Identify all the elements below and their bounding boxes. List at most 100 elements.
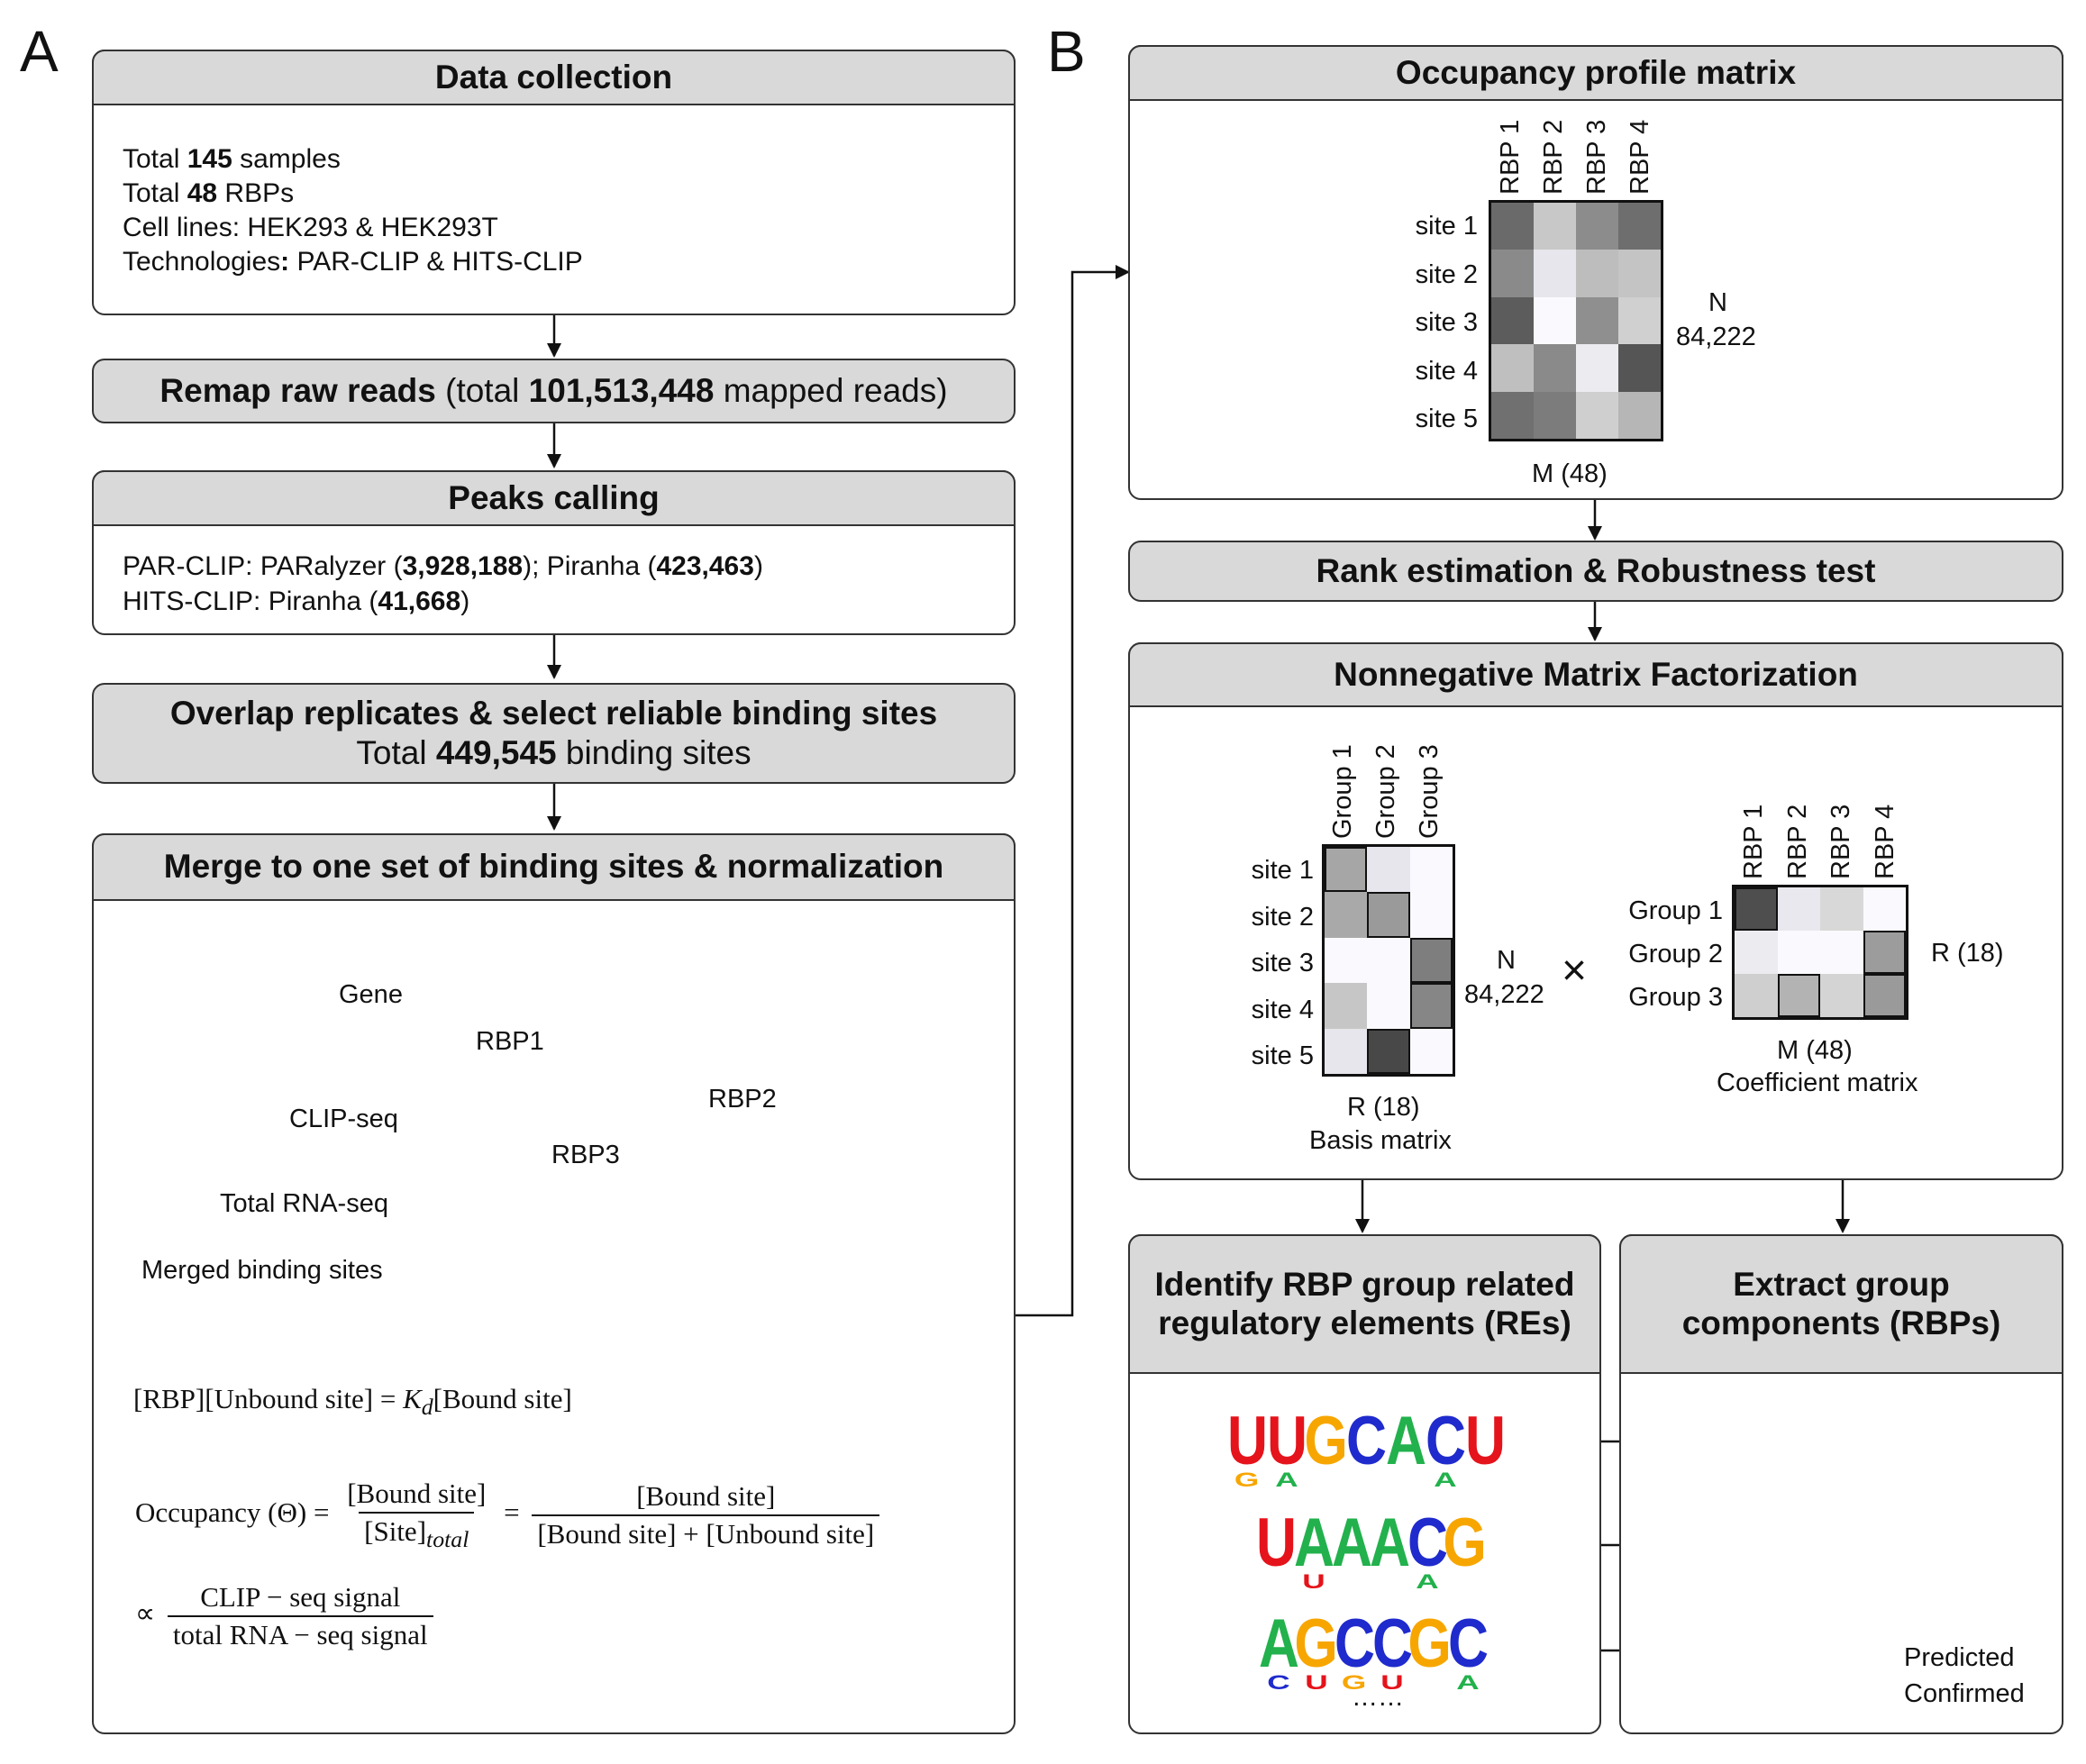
motif-letter: A bbox=[1369, 1505, 1410, 1581]
coef-col-label: RBP 1 bbox=[1739, 804, 1768, 879]
basis-n-value: 84,222 bbox=[1464, 980, 1544, 1009]
occupancy-cell bbox=[1576, 250, 1618, 297]
basis-col-label: Group 3 bbox=[1415, 744, 1444, 839]
occupancy-row-label: site 2 bbox=[1415, 259, 1478, 289]
motif-letter-minor: C bbox=[1267, 1671, 1290, 1694]
legend-confirmed: Confirmed bbox=[1904, 1679, 2025, 1708]
motif-position: A bbox=[1332, 1509, 1372, 1589]
occupancy-cell bbox=[1534, 296, 1576, 345]
motif-position: A bbox=[1369, 1505, 1410, 1589]
times-sign: × bbox=[1562, 947, 1588, 995]
overlap-total: Total 449,545 binding sites bbox=[356, 734, 752, 771]
peaks-calling-parclip: PAR-CLIP: PARalyzer (3,928,188); Piranha… bbox=[123, 551, 763, 581]
coef-cell bbox=[1820, 887, 1863, 931]
motif-letter-minor: U bbox=[1380, 1671, 1404, 1694]
motif-letter: C bbox=[1371, 1605, 1413, 1682]
panel-label-b: B bbox=[1047, 19, 1086, 84]
motif-letter-minor: A bbox=[1275, 1468, 1298, 1491]
occupancy-cell bbox=[1576, 391, 1618, 439]
motif-letter: A bbox=[1293, 1505, 1334, 1581]
basis-cell bbox=[1367, 1028, 1410, 1074]
basis-cell bbox=[1325, 983, 1368, 1029]
motif-position: G bbox=[1443, 1505, 1488, 1589]
nmf-title: Nonnegative Matrix Factorization bbox=[1128, 642, 2063, 707]
coef-label: Coefficient matrix bbox=[1717, 1068, 1918, 1097]
occupancy-cell bbox=[1491, 203, 1534, 250]
basis-matrix bbox=[1322, 844, 1455, 1077]
equation-occupancy: Occupancy (Θ) = [Bound site] [Site]total … bbox=[135, 1478, 885, 1553]
motif-letter: U bbox=[1226, 1403, 1268, 1479]
occupancy-cell bbox=[1618, 296, 1661, 345]
coef-row-label: Group 1 bbox=[1628, 896, 1723, 925]
occupancy-matrix bbox=[1489, 200, 1663, 441]
basis-cell bbox=[1325, 892, 1368, 938]
identify-title: Identify RBP group related regulatory el… bbox=[1128, 1234, 1601, 1374]
motif-ellipsis: …… bbox=[1352, 1683, 1404, 1712]
basis-cell bbox=[1325, 1028, 1368, 1074]
extract-title: Extract group components (RBPs) bbox=[1619, 1234, 2063, 1374]
coef-cell bbox=[1863, 974, 1906, 1017]
occupancy-cell bbox=[1491, 296, 1534, 345]
motif-letter-minor: U bbox=[1302, 1570, 1325, 1593]
legend-predicted: Predicted bbox=[1904, 1643, 2015, 1672]
occupancy-n-value: 84,222 bbox=[1676, 323, 1756, 351]
data-collection-samples: Total 145 samples bbox=[123, 144, 341, 174]
motif-letter: G bbox=[1294, 1605, 1339, 1682]
occupancy-cell bbox=[1618, 344, 1661, 392]
basis-cell bbox=[1367, 937, 1410, 984]
motif-letter-minor: G bbox=[1342, 1671, 1367, 1694]
motif-letter: A bbox=[1385, 1403, 1426, 1479]
equation-binding: [RBP][Unbound site] = Kd[Bound site] bbox=[133, 1383, 572, 1421]
coef-m: M (48) bbox=[1777, 1036, 1853, 1065]
basis-row-label: site 5 bbox=[1251, 1041, 1314, 1070]
motif-letter: C bbox=[1447, 1605, 1489, 1682]
motif-position: G bbox=[1408, 1610, 1452, 1690]
coef-col-label: RBP 2 bbox=[1782, 804, 1812, 879]
basis-col-label: Group 2 bbox=[1371, 744, 1400, 839]
rbp1-label: RBP1 bbox=[476, 1027, 544, 1056]
coef-cell bbox=[1735, 887, 1778, 931]
occupancy-cell bbox=[1618, 250, 1661, 297]
basis-cell bbox=[1325, 937, 1368, 984]
occupancy-col-label: RBP 1 bbox=[1496, 119, 1525, 195]
basis-col-label: Group 1 bbox=[1328, 744, 1357, 839]
coef-row-label: Group 2 bbox=[1628, 940, 1723, 968]
basis-cell bbox=[1367, 892, 1410, 938]
basis-cell bbox=[1409, 1028, 1453, 1074]
basis-row-label: site 4 bbox=[1251, 995, 1314, 1024]
basis-n: N bbox=[1497, 946, 1516, 975]
data-collection-cell-lines: Cell lines: HEK293 & HEK293T bbox=[123, 213, 498, 242]
coef-col-label: RBP 3 bbox=[1826, 804, 1855, 879]
coef-row-label: Group 3 bbox=[1628, 983, 1723, 1012]
motif-letter-minor: G bbox=[1234, 1468, 1260, 1491]
motif-position: U bbox=[1465, 1407, 1506, 1487]
data-collection-rbps: Total 48 RBPs bbox=[123, 178, 295, 208]
occupancy-col-label: RBP 3 bbox=[1582, 119, 1611, 195]
motif-letter: C bbox=[1407, 1505, 1448, 1581]
basis-cell bbox=[1409, 937, 1453, 984]
occupancy-m: M (48) bbox=[1532, 459, 1608, 488]
motif-letter-minor: A bbox=[1434, 1468, 1457, 1491]
coefficient-matrix bbox=[1732, 885, 1908, 1020]
coef-cell bbox=[1735, 931, 1778, 974]
motif-letter: G bbox=[1443, 1505, 1488, 1581]
data-collection-technologies: Technologies: PAR-CLIP & HITS-CLIP bbox=[123, 247, 583, 277]
motif-letter-minor: U bbox=[1305, 1671, 1328, 1694]
motif-letter-minor: A bbox=[1456, 1671, 1480, 1694]
occupancy-cell bbox=[1618, 391, 1661, 439]
basis-cell bbox=[1367, 847, 1410, 893]
motif-letter: A bbox=[1258, 1605, 1299, 1682]
basis-r: R (18) bbox=[1347, 1093, 1420, 1122]
occupancy-row-label: site 1 bbox=[1415, 212, 1478, 241]
motif-letter: U bbox=[1255, 1505, 1297, 1581]
basis-cell bbox=[1409, 847, 1453, 893]
basis-cell bbox=[1409, 892, 1453, 938]
